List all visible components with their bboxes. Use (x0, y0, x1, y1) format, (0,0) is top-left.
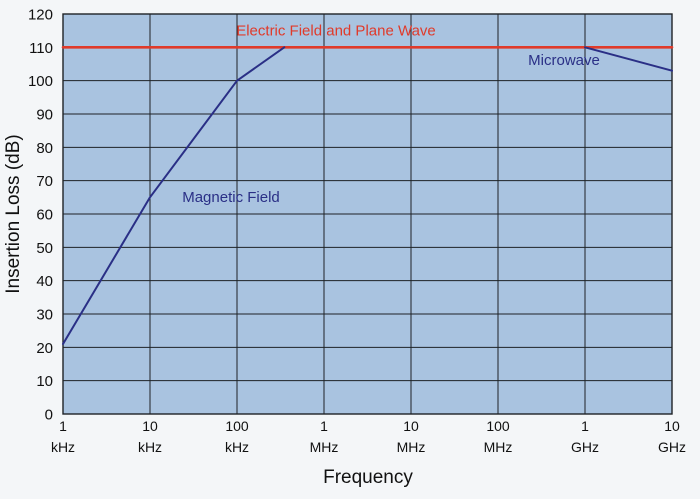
x-tick-value: 10 (403, 418, 419, 434)
series-label-2: Microwave (528, 52, 600, 69)
x-tick-unit: GHz (658, 439, 686, 455)
series-labels: Electric Field and Plane Wave Magnetic Fi… (182, 23, 600, 207)
x-tick-unit: MHz (397, 439, 426, 455)
y-tick-label: 10 (36, 373, 53, 390)
y-tick-label: 60 (36, 207, 53, 224)
series-label-0: Electric Field and Plane Wave (236, 23, 436, 40)
x-tick-value: 1 (59, 418, 67, 434)
x-tick-value: 1 (320, 418, 328, 434)
x-tick-value: 10 (142, 418, 158, 434)
x-tick-value: 1 (581, 418, 589, 434)
x-axis-label: Frequency (323, 467, 413, 488)
y-tick-label: 0 (45, 407, 53, 424)
grid (62, 13, 673, 415)
y-tick-label: 120 (28, 7, 53, 24)
x-tick-value: 100 (486, 418, 510, 434)
y-tick-label: 110 (29, 40, 53, 57)
x-tick-unit: MHz (310, 439, 339, 455)
y-tick-labels: 0 10 20 30 40 50 60 70 80 90 100 110 120 (28, 7, 53, 424)
x-tick-value: 100 (225, 418, 249, 434)
series-label-1: Magnetic Field (182, 189, 280, 206)
x-tick-unit: kHz (225, 439, 249, 455)
y-tick-label: 50 (36, 240, 53, 257)
y-tick-label: 100 (28, 73, 53, 90)
series-layer (61, 45, 674, 345)
y-axis-label: Insertion Loss (dB) (3, 134, 24, 293)
y-tick-label: 90 (36, 107, 53, 124)
x-tick-value: 10 (664, 418, 680, 434)
y-tick-label: 30 (36, 307, 53, 324)
x-tick-unit: MHz (484, 439, 513, 455)
y-tick-label: 40 (36, 273, 53, 290)
x-tick-unit: kHz (51, 439, 75, 455)
x-tick-labels: 1 kHz 10 kHz 100 kHz 1 MHz 10 MHz 100 MHz 1 GHz 10 GHz (51, 418, 686, 455)
y-tick-label: 70 (36, 173, 53, 190)
series-line-1 (62, 46, 286, 345)
x-tick-unit: kHz (138, 439, 162, 455)
series-line-2 (584, 46, 673, 72)
y-tick-label: 80 (36, 140, 53, 157)
x-tick-unit: GHz (571, 439, 599, 455)
y-tick-label: 20 (36, 340, 53, 357)
